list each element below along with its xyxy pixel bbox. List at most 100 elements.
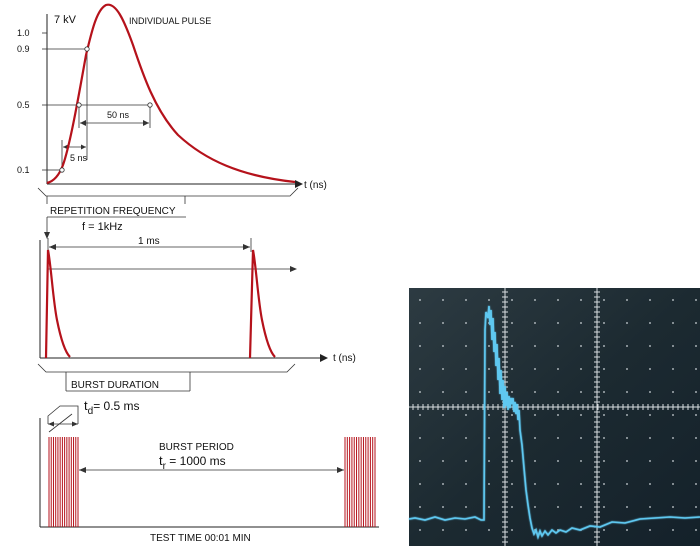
burst-train-2 [344,437,376,527]
scope-grid-dot [649,414,651,416]
scope-grid-dot [672,391,674,393]
scope-grid-dot [419,483,421,485]
burst-period-title: BURST PERIOD [159,442,234,453]
scope-grid-dot [695,437,697,439]
scope-grid-dot [465,322,467,324]
scope-grid-dot [603,483,605,485]
scope-grid-dot [603,345,605,347]
scope-grid-dot [649,391,651,393]
scope-grid-dot [488,483,490,485]
scope-grid-dot [488,437,490,439]
scope-grid-dot [534,414,536,416]
repetition-axis-label: t (ns) [333,353,356,364]
scope-grid-dot [557,437,559,439]
scope-grid-dot [488,460,490,462]
scope-grid-dot [557,368,559,370]
scope-grid-dot [465,414,467,416]
pulse-axis-label: t (ns) [304,180,327,191]
repetition-title-box [46,204,186,217]
scope-grid-dot [672,368,674,370]
scope-grid-dot [580,345,582,347]
scope-grid-dot [580,299,582,301]
scope-grid-dot [557,460,559,462]
scope-grid-dot [465,437,467,439]
scope-grid-dot [580,437,582,439]
scope-grid-dot [603,322,605,324]
rise-arrow-right [81,144,86,150]
scope-grid-dot [419,322,421,324]
scope-grid-dot [626,414,628,416]
scope-grid-dot [442,437,444,439]
scope-grid-dot [557,483,559,485]
scope-grid-dot [442,414,444,416]
period-arrow-left [49,244,56,250]
width-arrow-left [80,120,86,126]
scope-grid-dot [488,345,490,347]
burst-duration-title: BURST DURATION [71,380,159,391]
pulse-x-arrowhead [295,180,303,188]
scope-grid-dot [580,460,582,462]
point-0-9 [84,46,90,52]
oscilloscope-capture [408,288,700,546]
scope-grid-dot [672,322,674,324]
period-arrow-right [243,244,250,250]
scope-grid-dot [695,368,697,370]
scope-grid-dot [534,506,536,508]
scope-grid-dot [534,299,536,301]
scope-grid-dot [672,460,674,462]
scope-grid-dot [672,483,674,485]
scope-grid-dot [488,391,490,393]
scope-grid-dot [511,483,513,485]
scope-grid-dot [649,322,651,324]
y-tick-label-1-0: 1.0 [17,28,30,38]
scope-grid-dot [442,299,444,301]
oscilloscope-trace [408,305,700,540]
scope-grid-dot [557,299,559,301]
scope-grid-dot [695,460,697,462]
period-label: 1 ms [138,236,160,247]
scope-grid-dot [649,529,651,531]
scope-grid-dot [603,299,605,301]
scope-grid-dot [419,299,421,301]
scope-grid-dot [603,368,605,370]
width-arrow-right [143,120,149,126]
frequency-label: f = 1kHz [82,221,123,233]
point-0-1 [59,167,65,173]
scope-grid-dot [626,391,628,393]
scope-grid-dot [442,506,444,508]
scope-grid-dot [511,460,513,462]
scope-grid-dot [419,529,421,531]
scope-grid-dot [442,322,444,324]
scope-grid-dot [557,322,559,324]
scope-grid-dot [511,529,513,531]
burst-period-label: tr = 1000 ms [159,453,226,472]
scope-grid-dot [649,345,651,347]
scope-grid-dot [603,391,605,393]
scope-grid-dot [465,483,467,485]
rise-time-label: 5 ns [70,153,88,163]
burst-duration-arrow-left [48,421,54,427]
repetition-frequency-panel: REPETITION FREQUENCY f = 1kHz 1 ms t (ns… [39,204,356,364]
scope-grid-dot [511,322,513,324]
scope-grid-dot [442,345,444,347]
scope-grid-dot [649,483,651,485]
repetition-bracket [37,363,296,373]
scope-grid-dot [534,391,536,393]
scope-grid-dot [626,345,628,347]
scope-grid-dot [419,506,421,508]
scope-grid-dot [488,529,490,531]
scope-grid-dot [695,345,697,347]
scope-grid-dot [488,506,490,508]
scope-grid-dot [511,368,513,370]
scope-grid-dot [649,368,651,370]
scope-grid-dot [672,414,674,416]
scope-grid-dot [695,414,697,416]
scope-grid-dot [626,460,628,462]
burst-panel: BURST DURATION td= 0.5 ms BURST PERIOD t… [39,380,379,544]
scope-grid-dot [695,391,697,393]
scope-grid-dot [603,506,605,508]
repetition-x-arrowhead [320,354,328,362]
scope-grid-dot [672,437,674,439]
individual-pulse-panel: 1.0 0.9 0.5 0.1 7 kV INDIVIDUAL PULSE 50… [17,3,327,191]
scope-grid-dot [672,506,674,508]
